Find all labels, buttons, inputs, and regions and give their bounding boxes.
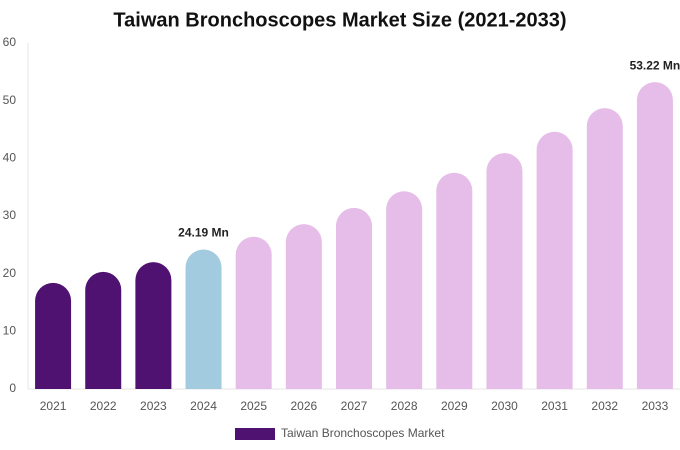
- y-tick-label: 60: [3, 35, 17, 49]
- bar: [185, 249, 222, 389]
- x-tick-label: 2026: [290, 399, 317, 413]
- bar: [235, 236, 272, 389]
- bar: [586, 108, 623, 389]
- bar: [336, 207, 372, 389]
- bar: [35, 282, 72, 389]
- legend-swatch: [235, 428, 275, 440]
- x-tick-label: 2033: [642, 399, 669, 413]
- bar: [85, 271, 122, 389]
- value-label: 53.22 Mn: [630, 58, 680, 72]
- chart-title: Taiwan Bronchoscopes Market Size (2021-2…: [113, 9, 566, 31]
- x-tick-label: 2029: [441, 399, 468, 413]
- legend-label: Taiwan Bronchoscopes Market: [281, 426, 445, 440]
- x-tick-label: 2022: [90, 399, 117, 413]
- y-tick-label: 50: [3, 93, 17, 107]
- x-tick-label: 2021: [40, 399, 67, 413]
- y-tick-label: 20: [3, 266, 17, 280]
- y-tick-label: 40: [3, 151, 17, 165]
- bar: [536, 131, 573, 389]
- bar: [436, 172, 473, 389]
- x-tick-label: 2030: [491, 399, 518, 413]
- x-tick-label: 2027: [341, 399, 368, 413]
- x-tick-label: 2024: [190, 399, 217, 413]
- value-label: 24.19 Mn: [178, 226, 229, 240]
- y-tick-label: 0: [9, 381, 16, 395]
- bar: [386, 191, 423, 389]
- bar: [636, 82, 673, 390]
- y-tick-label: 30: [3, 208, 17, 222]
- x-tick-label: 2032: [591, 399, 618, 413]
- bar: [486, 153, 523, 389]
- x-tick-label: 2025: [240, 399, 267, 413]
- x-tick-label: 2023: [140, 399, 167, 413]
- bar: [135, 262, 172, 389]
- y-tick-label: 10: [3, 324, 17, 338]
- x-tick-label: 2031: [541, 399, 568, 413]
- x-tick-label: 2028: [391, 399, 418, 413]
- bar: [285, 224, 322, 389]
